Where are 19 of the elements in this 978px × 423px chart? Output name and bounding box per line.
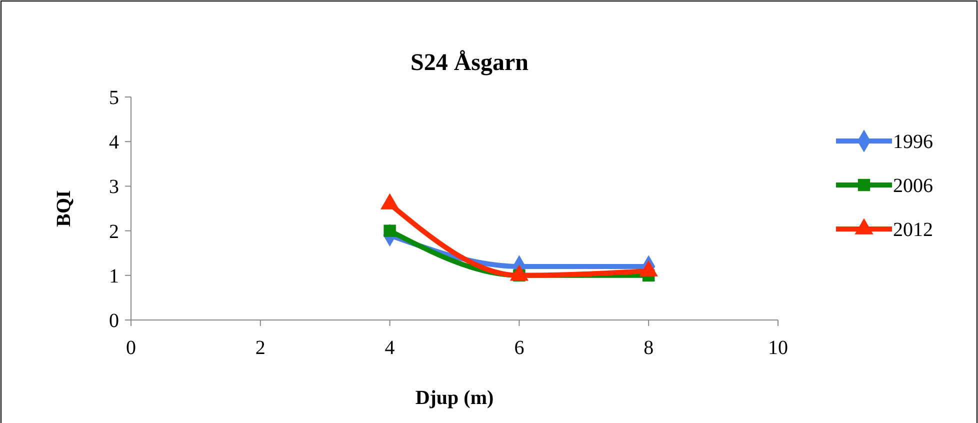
y-axis-title: BQI xyxy=(53,190,75,227)
legend-label: 2012 xyxy=(893,219,933,241)
legend-label: 2006 xyxy=(893,175,933,197)
x-tick-label: 10 xyxy=(768,337,788,359)
x-axis-title: Djup (m) xyxy=(415,387,494,409)
point xyxy=(384,224,396,237)
y-tick-label: 2 xyxy=(109,220,119,243)
x-tick-label: 6 xyxy=(514,337,524,359)
x-tick-label: 4 xyxy=(384,337,395,359)
y-tick-label: 0 xyxy=(109,310,119,332)
x-tick-label: 0 xyxy=(126,337,136,359)
y-tick-label: 3 xyxy=(109,176,119,198)
legend-label: 1996 xyxy=(893,131,933,153)
y-tick-label: 1 xyxy=(109,265,119,288)
x-tick-label: 8 xyxy=(644,337,654,359)
x-tick-label: 2 xyxy=(255,337,266,359)
chart-title: S24 Åsgarn xyxy=(410,50,529,76)
y-tick-label: 5 xyxy=(109,87,119,109)
y-tick-label: 4 xyxy=(109,132,119,154)
